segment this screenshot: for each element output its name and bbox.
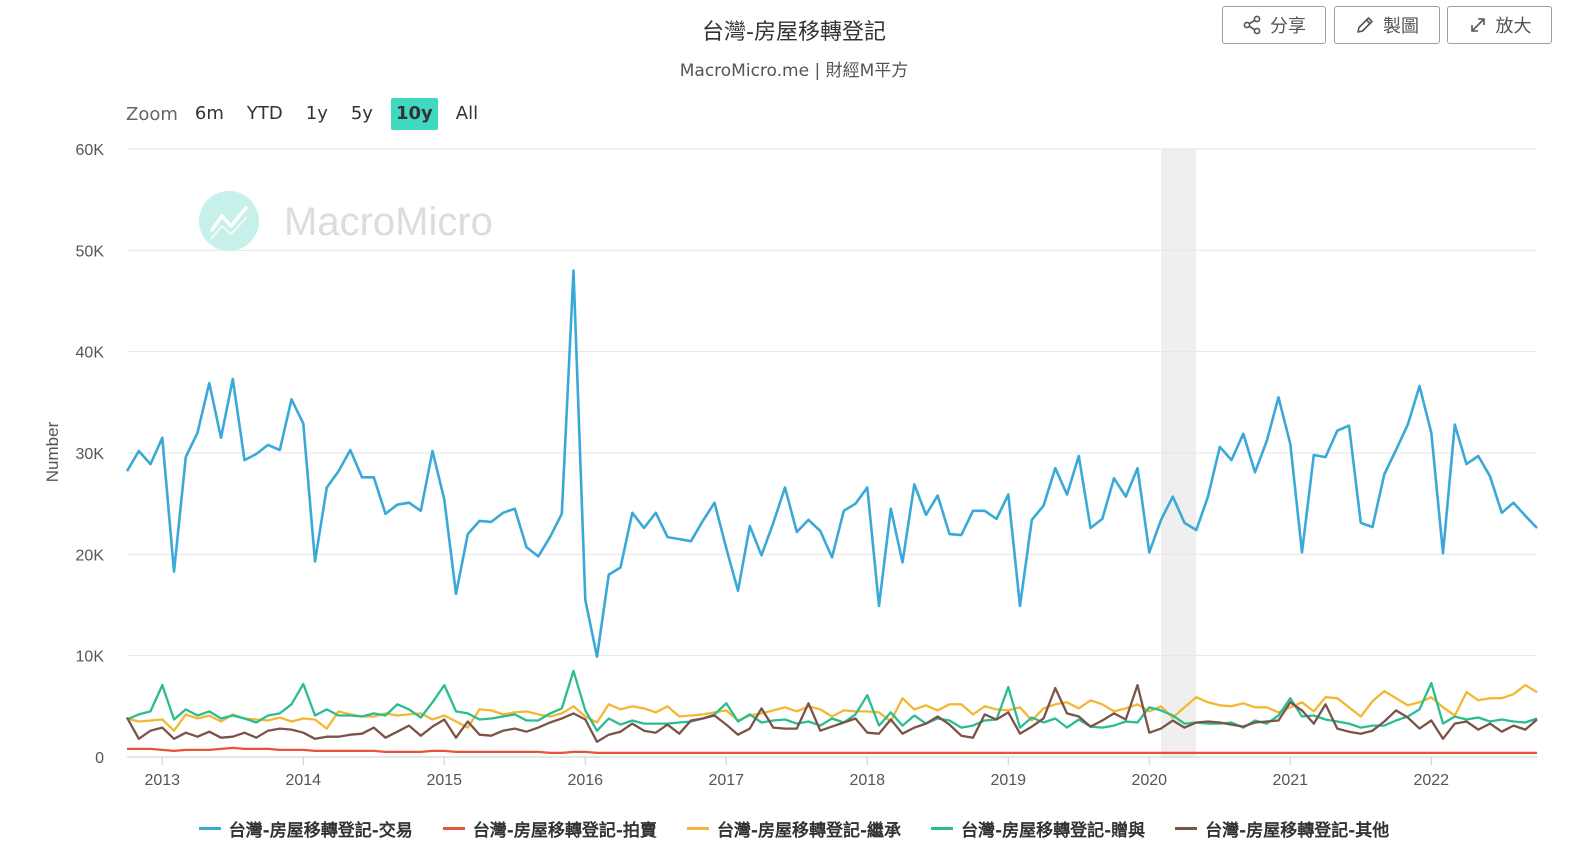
zoom-label: Zoom [126,103,178,125]
legend-swatch [1175,827,1198,830]
legend-label: 台灣-房屋移轉登記-其他 [1205,821,1390,841]
y-tick-label: 0 [95,750,104,767]
y-tick-label: 30K [76,446,105,463]
series-line-trade [125,269,1538,659]
pencil-icon [1357,17,1373,33]
x-tick-label: 2020 [1131,772,1167,789]
legend-swatch [442,827,465,830]
x-tick-label: 2021 [1272,772,1308,789]
share-button[interactable]: 分享 [1222,6,1326,44]
y-tick-label: 50K [76,243,105,260]
expand-icon [1470,18,1485,32]
x-tick-label: 2016 [567,772,603,789]
y-tick-label: 20K [76,547,105,564]
watermark: MacroMicro [199,191,493,251]
legend-swatch [198,827,221,830]
series-line-other [125,683,1538,743]
zoom-6m-button[interactable]: 6m [194,103,224,124]
share-label: 分享 [1270,16,1306,37]
x-tick-label: 2017 [708,772,744,789]
x-tick-label: 2013 [144,772,180,789]
x-tick-label: 2022 [1413,772,1449,789]
legend-item-other[interactable]: 台灣-房屋移轉登記-其他 [1175,816,1389,841]
chart-title: 台灣-房屋移轉登記 [702,20,886,45]
series-line-gift [126,669,1538,732]
series-line-auction [127,746,1537,755]
legend-swatch [686,827,709,830]
x-tick-label: 2014 [285,772,321,789]
edit-chart-label: 製圖 [1383,16,1419,37]
zoom-selector: Zoom 6m YTD 1y 5y 10y All [126,98,496,130]
legend-item-inherit[interactable]: 台灣-房屋移轉登記-繼承 [686,816,902,841]
legend-label: 台灣-房屋移轉登記-交易 [228,821,413,841]
chart-subtitle: MacroMicro.me | 財經M平方 [679,61,909,81]
legend-label: 台灣-房屋移轉登記-拍賣 [472,821,657,841]
series-line-inherit [126,683,1538,732]
x-tick-label: 2015 [426,772,462,789]
legend-label: 台灣-房屋移轉登記-繼承 [716,821,902,841]
legend-item-trade[interactable]: 台灣-房屋移轉登記-交易 [198,816,413,841]
zoom-5y-button[interactable]: 5y [350,103,373,124]
legend: 台灣-房屋移轉登記-交易 台灣-房屋移轉登記-拍賣 台灣-房屋移轉登記-繼承 台灣-房… [0,816,1588,841]
y-tick-label: 60K [76,142,105,159]
share-icon [1243,15,1261,35]
watermark-text: MacroMicro [284,200,493,244]
zoom-ytd-button[interactable]: YTD [246,103,283,124]
series-lines [125,269,1538,755]
y-axis-label: Number [43,421,62,482]
legend-label: 台灣-房屋移轉登記-贈與 [961,821,1146,841]
x-axis: 2013 2014 2015 2016 2017 2018 2019 2020 2021 2022 [144,757,1449,789]
x-tick-label: 2018 [849,772,885,789]
zoom-all-button[interactable]: All [455,103,479,124]
y-tick-label: 40K [76,345,105,362]
zoom-1y-button[interactable]: 1y [305,103,328,124]
expand-button[interactable]: 放大 [1447,6,1552,44]
y-tick-label: 10K [76,649,105,666]
expand-label: 放大 [1495,16,1532,37]
zoom-10y-button[interactable]: 10y [390,98,438,130]
legend-item-auction[interactable]: 台灣-房屋移轉登記-拍賣 [442,816,657,841]
legend-swatch [931,827,954,830]
legend-item-gift[interactable]: 台灣-房屋移轉登記-贈與 [931,816,1145,841]
edit-chart-button[interactable]: 製圖 [1334,6,1440,44]
x-tick-label: 2019 [990,772,1026,789]
y-axis: 0 10K 20K 30K 40K 50K 60K [76,142,105,767]
